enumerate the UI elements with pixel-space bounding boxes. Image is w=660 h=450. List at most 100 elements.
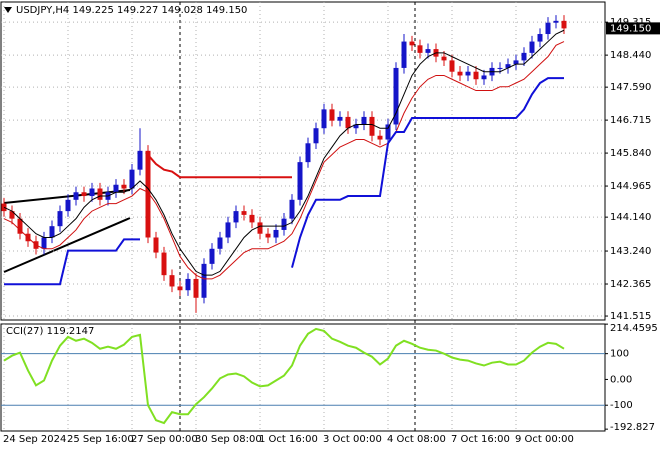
cci-y-tick-label: 0.00 <box>610 374 632 385</box>
y-tick-label: 141.515 <box>610 311 651 322</box>
candle-body <box>521 52 527 61</box>
x-tick-label: 3 Oct 00:00 <box>323 434 382 445</box>
y-tick-label: 145.840 <box>610 148 651 159</box>
candle-body <box>217 237 223 249</box>
candle-body <box>169 275 175 287</box>
trend-line <box>3 217 131 273</box>
x-tick-label: 7 Oct 16:00 <box>451 434 510 445</box>
y-tick-label: 146.715 <box>610 115 651 126</box>
candle-body <box>257 222 263 234</box>
candle-body <box>537 34 543 42</box>
candle-body <box>73 192 79 200</box>
indicator-line <box>4 77 564 286</box>
price-panel-frame <box>0 1 606 321</box>
candle-body <box>17 218 23 234</box>
symbol-menu-arrow[interactable] <box>4 7 12 13</box>
candle-body <box>97 188 103 200</box>
candle-body <box>49 226 55 238</box>
candle-body <box>129 169 135 189</box>
candle-body <box>113 184 119 193</box>
candle-body <box>225 222 231 238</box>
candle-body <box>345 116 351 129</box>
candle-body <box>417 45 423 53</box>
candle-body <box>321 109 327 129</box>
candle-body <box>553 20 559 23</box>
candle-body <box>441 56 447 61</box>
candle-body <box>9 211 15 219</box>
candle-body <box>161 252 167 276</box>
y-tick-label: 142.365 <box>610 279 651 290</box>
y-tick-label: 143.240 <box>610 246 651 257</box>
cci-y-tick-label: 214.4595 <box>610 323 658 334</box>
candle-body <box>393 67 399 125</box>
candle-body <box>505 64 511 68</box>
candle-body <box>353 124 359 129</box>
candle-body <box>281 218 287 230</box>
candle-body <box>401 41 407 68</box>
candle-body <box>121 184 127 189</box>
trend-line <box>3 189 131 204</box>
cci-y-tick-label: -192.827 <box>610 422 655 433</box>
candle-body <box>65 199 71 212</box>
candle-body <box>305 143 311 163</box>
candle-body <box>385 124 391 140</box>
candle-body <box>153 237 159 253</box>
x-tick-label: 1 Oct 16:00 <box>259 434 318 445</box>
candle-body <box>297 162 303 200</box>
candle-body <box>81 192 87 197</box>
candle-body <box>449 60 455 72</box>
indicator-line <box>3 41 565 280</box>
y-tick-label: 144.140 <box>610 212 651 223</box>
candle-body <box>473 71 479 80</box>
candle-body <box>561 20 567 29</box>
candle-body <box>545 22 551 35</box>
candle-body <box>369 116 375 136</box>
candle-body <box>337 116 343 121</box>
cci-line <box>3 327 565 425</box>
candle-body <box>465 71 471 76</box>
candle-body <box>193 278 199 298</box>
indicator-line <box>147 154 292 179</box>
x-tick-label: 9 Oct 00:00 <box>515 434 574 445</box>
indicator-line <box>3 29 565 276</box>
candle-body <box>273 229 279 238</box>
cci-y-tick-label: 100 <box>610 349 629 360</box>
current-price-label: 149.150 <box>610 23 651 34</box>
candle-body <box>185 278 191 291</box>
candle-body <box>289 199 295 219</box>
cci-y-tick-label: -100 <box>610 400 633 411</box>
x-tick-label: 24 Sep 2024 <box>3 434 66 445</box>
candle-body <box>481 75 487 80</box>
candle-body <box>377 135 383 140</box>
candle-body <box>201 263 207 298</box>
candle-body <box>145 150 151 238</box>
candle-body <box>425 49 431 53</box>
y-tick-label: 144.965 <box>610 181 651 192</box>
cci-panel-frame <box>0 323 606 432</box>
candle-body <box>177 286 183 291</box>
candle-body <box>249 214 255 223</box>
candle-body <box>329 109 335 121</box>
y-tick-label: 148.440 <box>610 50 651 61</box>
chart-header: USDJPY,H4 149.225 149.227 149.028 149.15… <box>16 5 247 16</box>
candle-body <box>409 41 415 46</box>
candle-body <box>233 211 239 223</box>
candle-body <box>513 60 519 65</box>
current-price-box <box>606 22 660 35</box>
candle-body <box>313 128 319 144</box>
candle-body <box>457 71 463 76</box>
candle-body <box>41 237 47 249</box>
candle-body <box>209 248 215 264</box>
x-tick-label: 30 Sep 08:00 <box>195 434 262 445</box>
candle-body <box>497 67 503 69</box>
candle-body <box>137 150 143 170</box>
candle-body <box>529 41 535 53</box>
candle-body <box>361 116 367 125</box>
cci-label: CCI(27) 119.2147 <box>6 326 94 337</box>
candle-body <box>241 211 247 215</box>
x-tick-label: 4 Oct 08:00 <box>387 434 446 445</box>
candle-body <box>57 211 63 227</box>
